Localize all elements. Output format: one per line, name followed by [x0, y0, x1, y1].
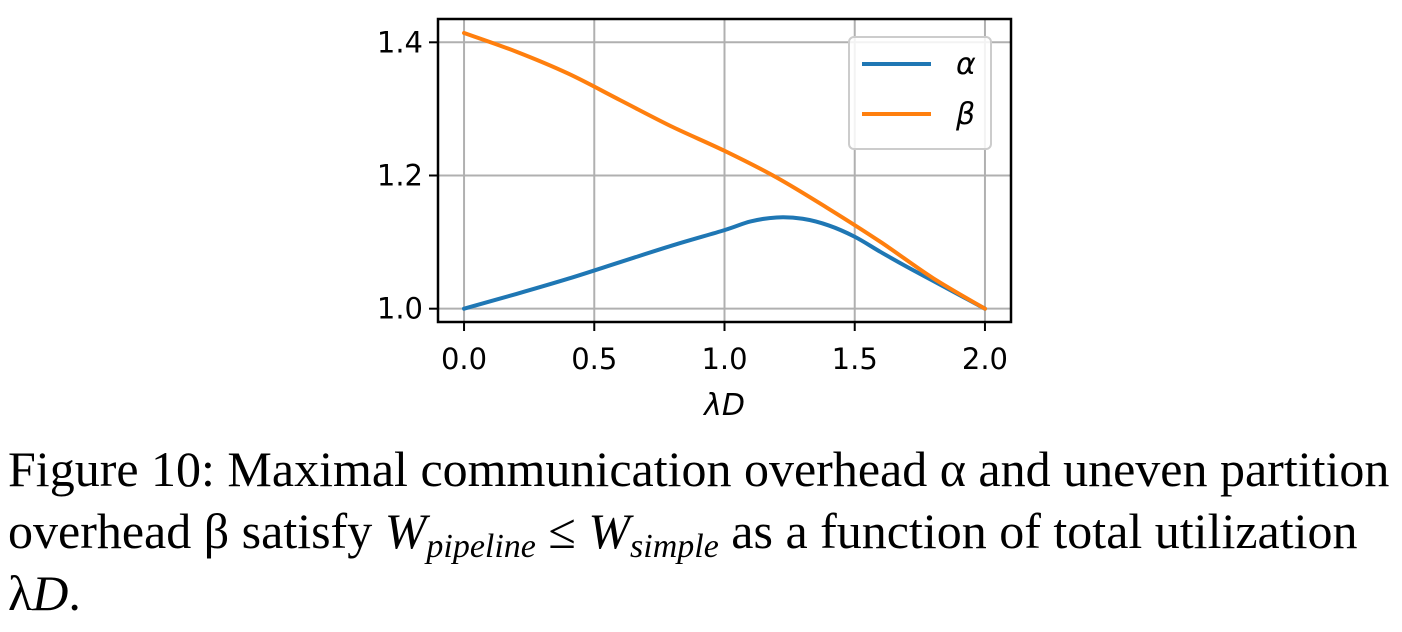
- x-tick-label: 0.0: [441, 342, 487, 376]
- legend-label: β: [955, 97, 975, 132]
- caption-middle: as a function of total utilization λ: [8, 503, 1358, 621]
- caption-w2: W: [588, 503, 631, 559]
- legend: αβ: [848, 36, 992, 150]
- line-chart: 0.0 0.5 1.0 1.5 2.0 1.0 1.2 1.4 λD αβ: [377, 17, 1013, 423]
- caption-prefix: Figure 10: Maximal communication overhea…: [8, 441, 1390, 559]
- x-tick-label: 1.5: [832, 342, 878, 376]
- y-tick-label: 1.0: [377, 292, 423, 326]
- x-tick-label: 1.0: [701, 342, 747, 376]
- legend-label: α: [956, 47, 976, 82]
- y-tick-label: 1.2: [377, 158, 423, 192]
- series-layer: [462, 30, 987, 311]
- x-axis-label: λD: [702, 388, 745, 423]
- series-line-alpha: [462, 215, 987, 311]
- caption-w1: W: [384, 503, 427, 559]
- y-tick-label: 1.4: [377, 25, 423, 59]
- x-tick-label: 0.5: [571, 342, 617, 376]
- caption-leq: ≤: [535, 503, 589, 559]
- axis-ticks: 0.0 0.5 1.0 1.5 2.0 1.0 1.2 1.4: [377, 25, 1008, 376]
- figure-caption: Figure 10: Maximal communication overhea…: [8, 438, 1398, 624]
- caption-d: D: [32, 565, 69, 621]
- x-tick-label: 2.0: [962, 342, 1008, 376]
- caption-w-pipeline: Wpipeline: [384, 503, 536, 564]
- caption-w2-subscript: simple: [630, 528, 719, 565]
- series-line-beta: [462, 30, 987, 311]
- caption-w1-subscript: pipeline: [426, 528, 536, 565]
- caption-end: .: [68, 565, 81, 621]
- caption-w-simple: Wsimple: [588, 503, 718, 564]
